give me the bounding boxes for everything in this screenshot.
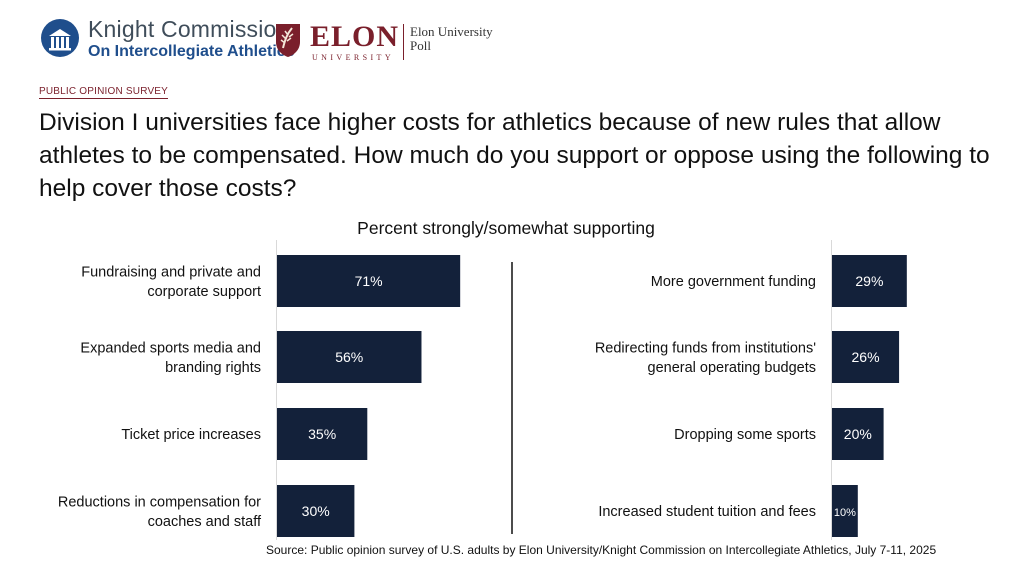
logo-divider [403,24,404,60]
data-label: 35% [308,426,336,442]
category-label: Dropping some sports [674,427,816,443]
category-label: Redirecting funds from institutions' [595,340,816,356]
knight-commission-subtitle: On Intercollegiate Athletics [88,43,295,60]
data-label: 30% [302,503,330,519]
data-label: 10% [834,507,856,519]
data-label: 71% [355,273,383,289]
category-label: corporate support [147,284,261,300]
category-label: More government funding [651,274,816,290]
category-label: Reductions in compensation for [58,494,261,510]
survey-tag: PUBLIC OPINION SURVEY [39,86,169,99]
knight-commission-title: Knight Commission [88,16,290,42]
data-label: 26% [852,349,880,365]
bar [277,408,368,460]
category-label: Increased student tuition and fees [598,504,816,520]
data-label: 56% [335,349,363,365]
bar [832,331,900,383]
knight-commission-logo-icon [41,19,79,57]
data-label: 29% [855,273,883,289]
elon-poll-line1: Elon University [410,24,493,39]
bar [832,485,858,537]
bar [277,331,422,383]
elon-wordmark: ELON [310,20,400,53]
elon-shield-icon [276,24,300,57]
header-logos: Knight Commission On Intercollegiate Ath… [40,14,560,66]
bar [277,485,355,537]
bar [277,255,461,307]
elon-poll-label: Elon University Poll [410,25,493,52]
elon-university-label: UNIVERSITY [312,53,394,62]
category-label: Expanded sports media and [80,340,261,356]
page-title: Division I universities face higher cost… [39,109,990,202]
data-label: 20% [844,426,872,442]
chart-subtitle: Percent strongly/somewhat supporting [357,218,655,238]
category-label: coaches and staff [148,514,262,530]
category-label: branding rights [165,360,261,376]
source-note: Source: Public opinion survey of U.S. ad… [266,543,937,557]
category-label: Fundraising and private and [81,264,261,280]
bar [832,408,884,460]
elon-poll-line2: Poll [410,37,431,53]
category-label: Ticket price increases [121,427,261,443]
category-label: general operating budgets [648,360,817,376]
bar [832,255,907,307]
